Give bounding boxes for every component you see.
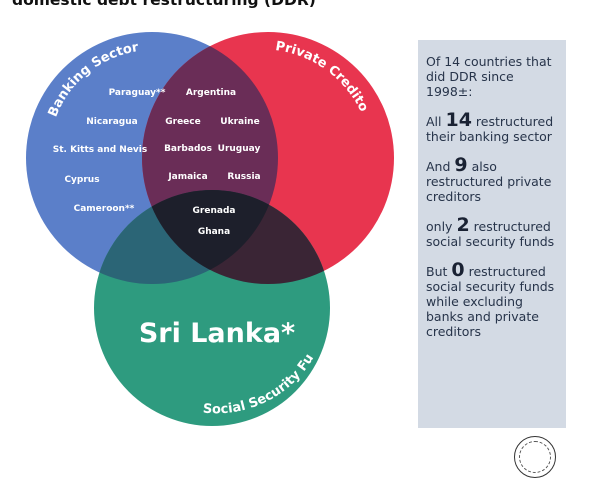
chart-title: domestic debt restructuring (DDR): [12, 0, 316, 9]
info-number: 9: [454, 154, 468, 176]
info-panel: Of 14 countries that did DDR since 1998±…: [418, 40, 566, 428]
country-label: St. Kitts and Nevis: [53, 145, 148, 155]
info-text: restructured social security funds while…: [426, 264, 555, 339]
country-label: Barbados: [164, 144, 212, 154]
venn-diagram: Banking Sector Private Creditors Social …: [26, 32, 394, 426]
info-item: And 9 also restructured private creditor…: [426, 156, 560, 205]
seal-logo: [514, 436, 556, 478]
info-item: All 14 restructured their banking sector: [426, 111, 560, 145]
country-label: Uruguay: [218, 144, 261, 154]
info-prefix: only: [426, 219, 453, 234]
country-label: Cyprus: [64, 175, 99, 185]
info-text: restructured social security funds: [426, 219, 555, 249]
info-item: only 2 restructured social security fund…: [426, 216, 560, 250]
info-number: 0: [451, 259, 465, 281]
country-label: Ghana: [198, 227, 230, 237]
country-label: Grenada: [193, 206, 236, 216]
info-number: 2: [456, 214, 470, 236]
info-number: 14: [445, 109, 472, 131]
info-prefix: And: [426, 159, 451, 174]
info-text: restructured their banking sector: [426, 114, 554, 144]
country-label: Russia: [227, 172, 260, 182]
country-label: Ukraine: [220, 117, 259, 127]
info-prefix: All: [426, 114, 442, 129]
country-label: Cameroon**: [74, 204, 135, 214]
social-only-country-label: Sri Lanka*: [139, 318, 295, 349]
country-label: Nicaragua: [86, 117, 137, 127]
info-intro: Of 14 countries that did DDR since 1998±…: [426, 54, 552, 99]
info-prefix: But: [426, 264, 448, 279]
country-label: Greece: [165, 117, 200, 127]
info-item: But 0 restructured social security funds…: [426, 261, 560, 340]
country-label: Argentina: [186, 88, 236, 98]
country-label: Jamaica: [167, 172, 207, 182]
info-text: also restructured private creditors: [426, 159, 552, 204]
country-label: Paraguay**: [109, 88, 166, 98]
